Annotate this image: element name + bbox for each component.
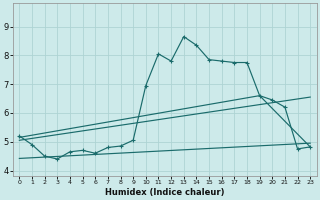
X-axis label: Humidex (Indice chaleur): Humidex (Indice chaleur) <box>105 188 225 197</box>
